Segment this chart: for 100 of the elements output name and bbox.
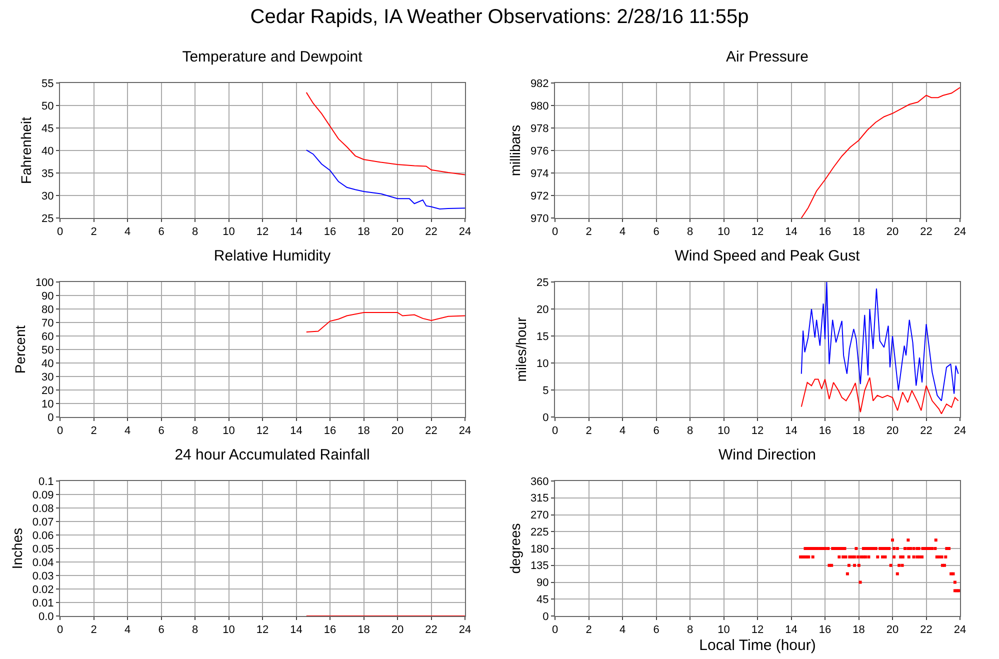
y-tick-label: 0: [542, 412, 549, 424]
x-tick-label: 2: [586, 425, 592, 438]
y-tick-label: 972: [530, 190, 549, 202]
x-tick-label: 12: [751, 425, 764, 438]
x-tick-label: 16: [818, 624, 832, 636]
x-tick-label: 6: [653, 226, 660, 238]
y-tick-label: 55: [42, 78, 54, 90]
x-tick-label: 16: [324, 624, 336, 636]
x-tick-label: 16: [818, 425, 832, 438]
x-tick-label: 18: [852, 624, 865, 636]
x-tick-label: 10: [222, 425, 235, 438]
y-tick-label: 974: [530, 168, 549, 180]
line-series: [306, 92, 465, 176]
y-tick-label: 25: [42, 212, 54, 225]
x-tick-label: 0: [552, 624, 558, 636]
x-tick-label: 16: [324, 226, 336, 238]
x-tick-label: 20: [391, 226, 404, 238]
x-tick-label: 24: [458, 624, 472, 636]
line-series: [800, 377, 959, 414]
y-axis-title: Percent: [12, 325, 28, 374]
chart-title: Temperature and Dewpoint: [182, 48, 364, 66]
line-series: [800, 87, 960, 218]
y-tick-label: 0.02: [32, 584, 54, 596]
y-tick-label: 0.08: [32, 502, 54, 515]
x-tick-label: 22: [425, 226, 438, 238]
y-tick-label: 980: [530, 100, 549, 112]
x-tick-label: 22: [920, 425, 932, 438]
x-tick-label: 14: [785, 624, 798, 636]
y-tick-label: 0.0: [38, 610, 54, 623]
x-tick-label: 12: [751, 624, 764, 636]
y-tick-label: 45: [536, 594, 549, 606]
line-series: [306, 150, 465, 210]
x-tick-label: 14: [290, 226, 302, 238]
y-tick-label: 970: [530, 212, 549, 225]
y-tick-label: 982: [530, 78, 549, 90]
x-tick-label: 4: [124, 226, 131, 238]
x-tick-label: 8: [192, 624, 198, 636]
y-tick-label: 90: [42, 290, 54, 302]
x-tick-label: 14: [785, 425, 798, 438]
y-tick-label: 45: [42, 122, 54, 135]
y-tick-label: 0.1: [38, 476, 54, 488]
x-tick-label: 2: [586, 226, 592, 238]
x-tick-label: 18: [358, 624, 370, 636]
y-tick-label: 315: [530, 492, 549, 505]
y-tick-label: 978: [530, 122, 549, 135]
x-tick-label: 6: [158, 425, 164, 438]
x-tick-label: 8: [686, 226, 694, 238]
x-tick-label: 20: [886, 425, 899, 438]
x-tick-label: 24: [458, 226, 472, 238]
x-tick-label: 12: [256, 624, 269, 636]
x-tick-label: 14: [290, 425, 302, 438]
y-tick-label: 0.01: [32, 597, 54, 610]
y-tick-label: 50: [42, 344, 54, 356]
y-axis-title: degrees: [507, 523, 524, 574]
x-tick-label: 16: [818, 226, 832, 238]
x-tick-label: 18: [358, 226, 370, 238]
x-tick-label: 6: [158, 226, 164, 238]
y-tick-label: 10: [536, 358, 549, 370]
x-tick-label: 22: [425, 425, 438, 438]
y-tick-label: 0.05: [32, 543, 54, 556]
x-tick-label: 10: [222, 226, 235, 238]
chart-title: Air Pressure: [726, 48, 809, 66]
y-axis-title: millibars: [507, 124, 524, 176]
x-tick-label: 2: [586, 624, 592, 636]
x-tick-label: 2: [90, 624, 97, 636]
x-tick-label: 4: [124, 624, 131, 636]
x-tick-label: 14: [785, 226, 798, 238]
x-tick-label: 24: [954, 624, 966, 636]
y-tick-label: 25: [536, 276, 549, 289]
x-tick-label: 0: [56, 624, 64, 636]
y-tick-label: 135: [530, 560, 549, 572]
x-tick-label: 10: [718, 624, 730, 636]
y-tick-label: 30: [42, 371, 54, 384]
y-tick-label: 20: [536, 304, 549, 316]
x-tick-label: 6: [158, 624, 164, 636]
x-tick-label: 18: [852, 226, 865, 238]
x-tick-label: 24: [458, 425, 472, 438]
x-tick-label: 14: [290, 624, 302, 636]
y-tick-label: 100: [35, 276, 54, 289]
text: Cedar Rapids, IA Weather Observations: 2/28/16 11:55p: [249, 6, 750, 29]
x-tick-label: 12: [256, 226, 269, 238]
x-tick-label: 22: [425, 624, 438, 636]
x-tick-label: 10: [718, 425, 730, 438]
y-tick-label: 15: [536, 330, 549, 343]
chart-title: Relative Humidity: [214, 247, 332, 264]
y-tick-label: 40: [42, 145, 54, 158]
y-tick-label: 80: [42, 304, 54, 316]
y-tick-label: 30: [42, 190, 54, 202]
chart-title: 24 hour Accumulated Rainfall: [174, 446, 370, 464]
x-tick-label: 22: [920, 226, 932, 238]
y-tick-label: 180: [530, 543, 549, 556]
x-tick-label: 8: [192, 425, 198, 438]
x-tick-label: 20: [886, 226, 899, 238]
x-tick-label: 12: [256, 425, 269, 438]
y-tick-label: 20: [42, 384, 54, 397]
x-axis-title: Local Time (hour): [699, 637, 816, 654]
y-tick-label: 35: [42, 168, 54, 180]
y-tick-label: 50: [42, 100, 54, 112]
y-tick-label: 5: [542, 384, 549, 397]
y-axis-title: Fahrenheit: [18, 116, 34, 184]
